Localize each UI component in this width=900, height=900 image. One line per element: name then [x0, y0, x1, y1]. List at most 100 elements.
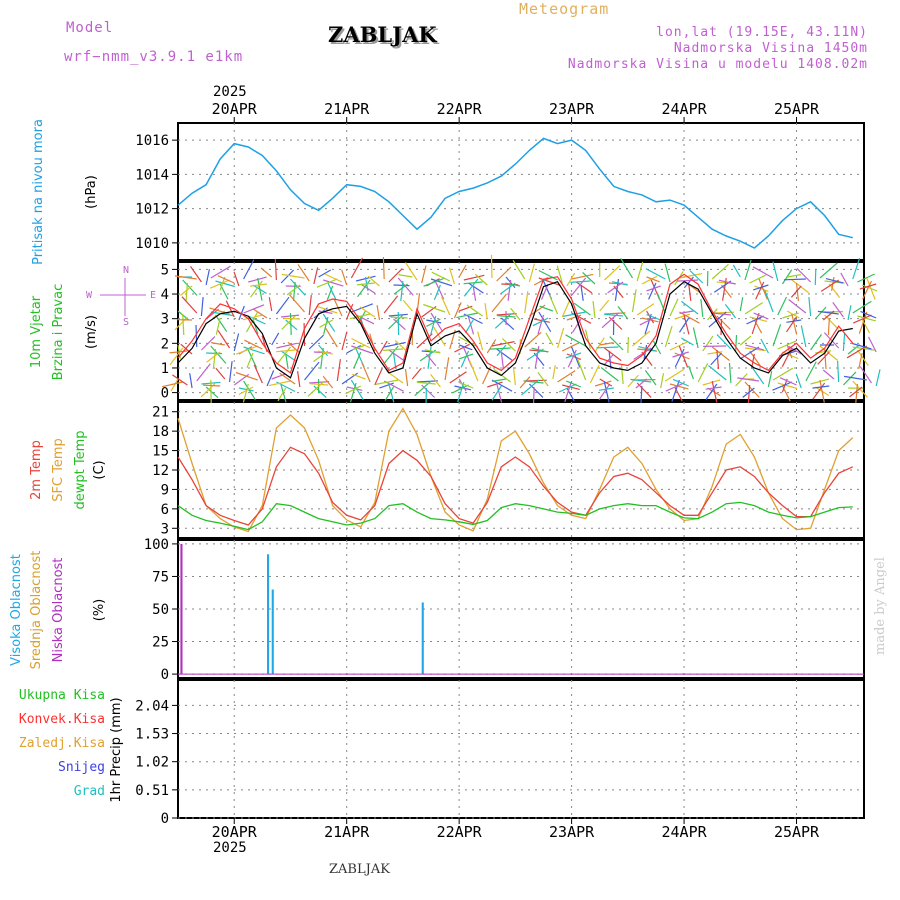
ytick-label-wind: 2 [161, 336, 169, 352]
wind-arrow [238, 305, 245, 321]
wind-arrow [500, 317, 515, 331]
wind-arrow [510, 307, 521, 321]
ytick-label-wind: 5 [161, 262, 169, 278]
wind-arrow [466, 304, 483, 317]
wind-arrow [266, 370, 275, 387]
ytick-label-wind: 1 [161, 361, 169, 377]
wind-arrow [169, 347, 184, 366]
wind-arrow [567, 349, 577, 368]
wind-arrow [728, 362, 732, 384]
wind-arrow [862, 280, 873, 300]
wind-arrow [528, 263, 535, 283]
wind-arrow [501, 338, 516, 352]
wind-arrow [531, 347, 549, 353]
wind-arrow [491, 379, 513, 392]
wind-arrow [326, 285, 334, 301]
wind-arrow [245, 311, 259, 333]
wind-arrow [674, 352, 690, 360]
wind-arrow [630, 378, 652, 383]
wind-arrow [562, 384, 580, 390]
wind-arrow [283, 317, 300, 320]
wind-arrow [489, 347, 511, 350]
wind-arrow [812, 382, 826, 400]
wind-arrow [652, 340, 662, 355]
wind-arrow [235, 345, 258, 355]
wind-arrow [397, 277, 414, 296]
wind-arrow [710, 312, 731, 316]
wind-arrow [556, 265, 563, 284]
day-label-top: 24APR [661, 100, 707, 118]
wind-arrow [349, 382, 357, 403]
wind-arrow [430, 374, 441, 388]
wind-arrow [375, 379, 399, 385]
wind-arrow [533, 352, 545, 366]
ytick-label-cloud: 25 [152, 635, 169, 651]
wind-arrow [235, 371, 258, 381]
wind-arrow [571, 273, 594, 280]
wind-arrow [463, 274, 485, 281]
wind-arrow [710, 352, 722, 366]
wind-arrow [421, 265, 427, 284]
wind-arrow [753, 319, 763, 334]
wind-arrow [847, 305, 852, 321]
wind-arrow [242, 314, 263, 321]
wind-arrow [570, 280, 591, 283]
cloud-ylabel-high: Visoka Oblacnost [9, 554, 24, 666]
wind-arrow [681, 300, 699, 315]
wind-arrow [749, 274, 767, 284]
wind-arrow [674, 313, 691, 320]
wind-arrow [394, 339, 409, 353]
wind-arrow [228, 361, 233, 383]
wind-arrow [665, 368, 685, 382]
wind-arrow [716, 349, 720, 369]
pressure-ylabel: Pritisak na nivou mora [31, 119, 46, 265]
wind-arrow [318, 269, 331, 278]
wind-arrow [828, 283, 841, 298]
wind-arrow [491, 341, 515, 347]
wind-arrow [456, 312, 479, 319]
wind-arrow [487, 381, 503, 388]
cloud-ylabel-mid: Srednja Oblacnost [29, 551, 44, 670]
coords-label: lon,lat (19.15E, 43.11N) [656, 25, 868, 40]
wind-arrow [276, 349, 296, 353]
wind-arrow [458, 344, 473, 351]
wind-arrow [847, 344, 861, 355]
wind-arrow [749, 316, 768, 322]
product-title: Meteogram [519, 0, 610, 18]
pressure-line [177, 137, 853, 249]
wind-arrow [357, 279, 371, 298]
wind-arrow [322, 313, 336, 332]
wind-arrow [398, 274, 413, 278]
wind-arrow [758, 278, 768, 300]
wind-arrow [519, 376, 531, 389]
wind-arrow [683, 314, 690, 335]
precip-legend-item: Grad [74, 784, 105, 799]
wind-arrow [350, 257, 364, 279]
wind-arrow [423, 303, 446, 313]
wind-arrow [243, 346, 265, 355]
wind-arrow [352, 344, 366, 351]
wind-arrow [603, 381, 610, 403]
day-label-bottom: 21APR [324, 823, 370, 841]
wind-arrow [752, 368, 765, 385]
precip-legend-item: Zaledj.Kisa [19, 736, 105, 751]
day-label-bottom: 22APR [437, 823, 483, 841]
wind-arrow [460, 350, 470, 368]
wind-arrow [416, 381, 436, 385]
wind-arrow [392, 352, 397, 369]
wind-arrow [390, 316, 408, 319]
wind-arrow [195, 324, 198, 348]
wind-arrow [735, 334, 738, 353]
day-label-top: 22APR [437, 100, 483, 118]
wind-arrow [782, 312, 799, 319]
wind-arrow [796, 268, 812, 283]
wind-arrow [458, 336, 479, 348]
day-label-top: 25APR [774, 100, 820, 118]
wind-arrow [861, 284, 878, 292]
wind-arrow [537, 314, 545, 335]
wind-arrow [711, 263, 729, 280]
wind-arrow [382, 256, 385, 280]
wind-arrow [783, 278, 806, 281]
wind-arrow [388, 268, 403, 283]
wind-gust-line [177, 273, 854, 374]
